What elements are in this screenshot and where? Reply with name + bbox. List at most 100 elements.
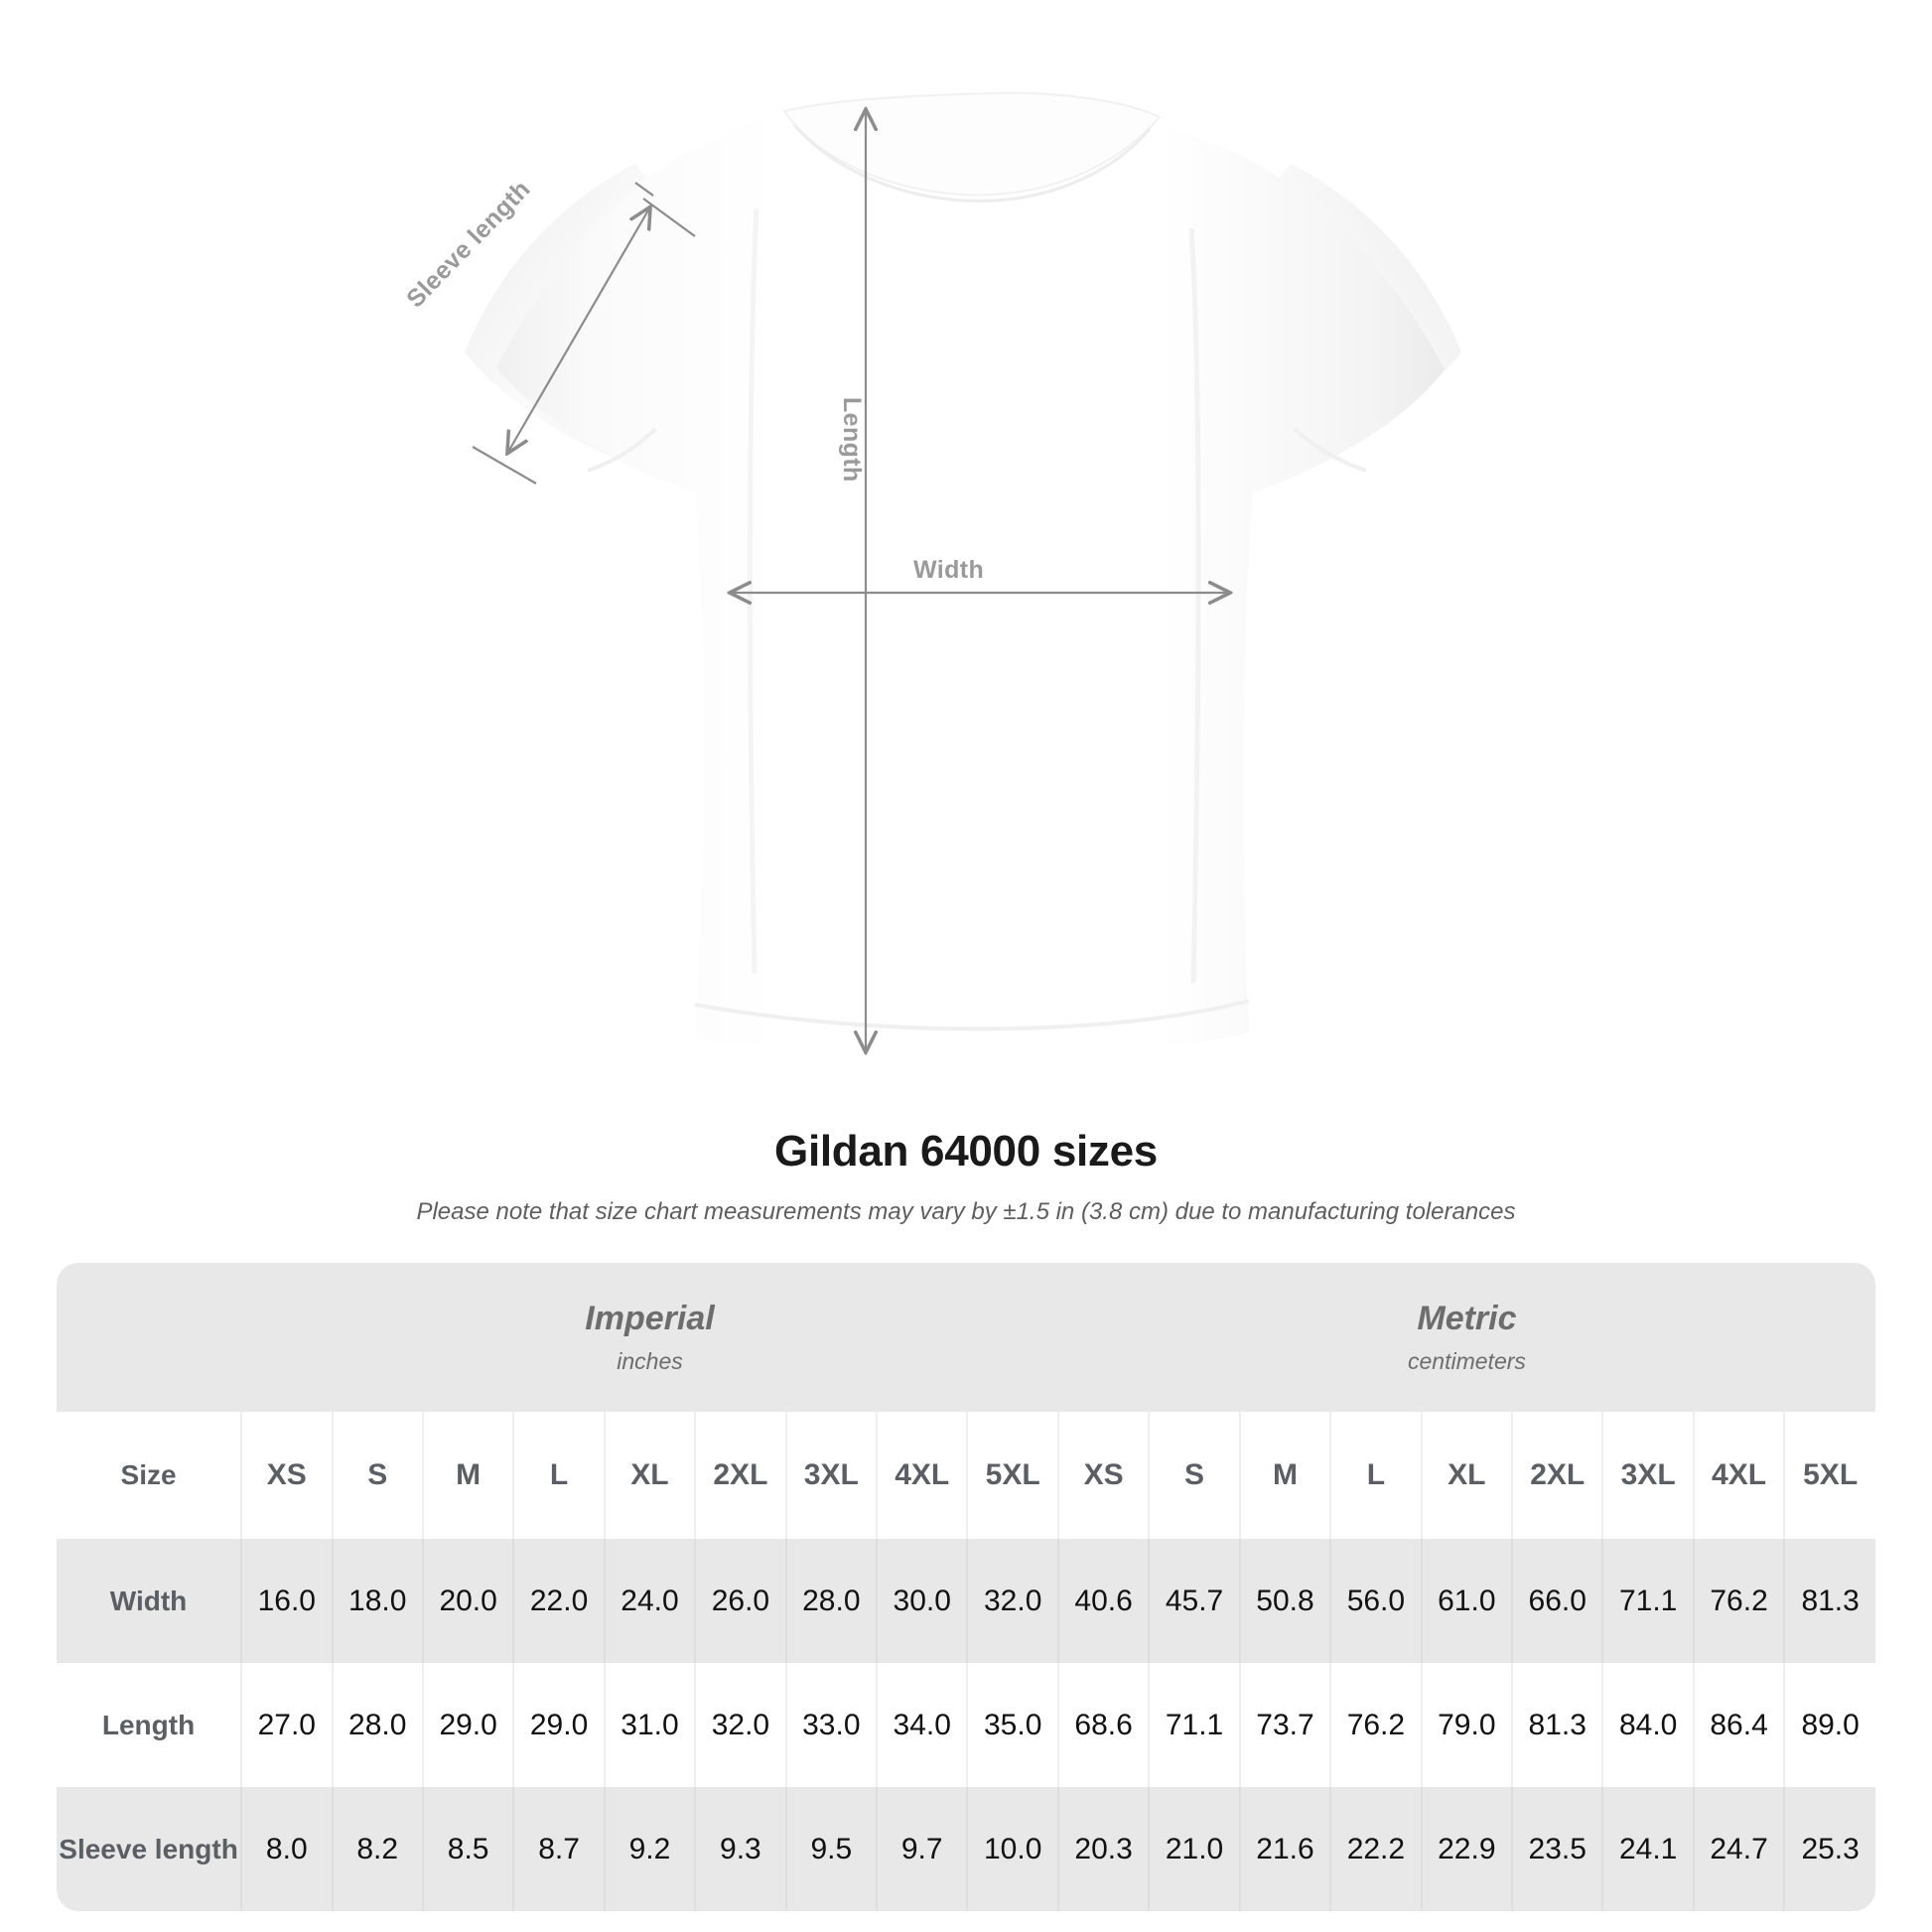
cell-value: 73.7 — [1256, 1708, 1314, 1741]
sleeve-tick-bottom — [472, 446, 537, 484]
table-cell: 24.0 — [603, 1539, 696, 1663]
table-cell: 8.0 — [240, 1787, 333, 1911]
table-cell: 86.4 — [1692, 1663, 1785, 1787]
size-col-label: 5XL — [1803, 1458, 1859, 1491]
table-cell: 16.0 — [240, 1539, 333, 1663]
cell-value: 61.0 — [1438, 1584, 1496, 1617]
table-cell: 22.9 — [1420, 1787, 1513, 1911]
size-header-cell: Size — [57, 1412, 242, 1539]
cell-value: 86.4 — [1710, 1708, 1768, 1741]
cell-value: 24.7 — [1710, 1832, 1768, 1865]
width-label: Width — [913, 556, 985, 584]
size-header-row: Size XS S M L XL 2XL 3XL 4XL 5XL XS S M … — [57, 1412, 1875, 1539]
table-cell: 20.3 — [1056, 1787, 1150, 1911]
size-col-metric-5xl: 5XL — [1783, 1412, 1875, 1539]
size-col-label: M — [1272, 1458, 1298, 1491]
table-cell: 23.5 — [1511, 1787, 1603, 1911]
row-label: Width — [109, 1585, 188, 1616]
row-label: Length — [101, 1709, 196, 1740]
table-cell: 79.0 — [1420, 1663, 1513, 1787]
cell-value: 18.0 — [348, 1584, 407, 1617]
tshirt-illustration: Sleeve length Length Width — [401, 91, 1461, 1060]
table-cell: 27.0 — [240, 1663, 333, 1787]
size-col-label: 4XL — [1712, 1458, 1767, 1491]
table-cell: 71.1 — [1601, 1539, 1694, 1663]
size-col-label: XS — [266, 1458, 307, 1491]
table-cell: 76.2 — [1692, 1539, 1785, 1663]
row-header-sleeve-length: Sleeve length — [57, 1787, 242, 1911]
table-cell: 25.3 — [1783, 1787, 1875, 1911]
cell-value: 28.0 — [802, 1584, 861, 1617]
table-cell: 32.0 — [966, 1539, 1058, 1663]
table-cell: 29.0 — [421, 1663, 514, 1787]
table-cell: 22.0 — [512, 1539, 605, 1663]
cell-value: 9.3 — [720, 1832, 761, 1865]
table-cell: 8.7 — [512, 1787, 605, 1911]
table-cell: 10.0 — [966, 1787, 1058, 1911]
cell-value: 33.0 — [802, 1708, 861, 1741]
cell-value: 68.6 — [1074, 1708, 1133, 1741]
cell-value: 10.0 — [983, 1832, 1042, 1865]
size-col-imperial-xl: XL — [603, 1412, 696, 1539]
cell-value: 24.1 — [1618, 1832, 1678, 1865]
cell-value: 21.6 — [1256, 1832, 1314, 1865]
cell-value: 76.2 — [1346, 1708, 1406, 1741]
cell-value: 9.7 — [900, 1832, 943, 1865]
table-cell: 81.3 — [1511, 1663, 1603, 1787]
cell-value: 29.0 — [439, 1708, 497, 1741]
table-row: Sleeve length 8.0 8.2 8.5 8.7 9.2 9.3 9.… — [57, 1787, 1875, 1911]
size-col-label: 3XL — [803, 1458, 859, 1491]
size-col-metric-2xl: 2XL — [1511, 1412, 1603, 1539]
table-cell: 45.7 — [1148, 1539, 1240, 1663]
size-col-metric-3xl: 3XL — [1601, 1412, 1694, 1539]
cell-value: 81.3 — [1528, 1708, 1587, 1741]
size-col-label: XL — [1448, 1458, 1486, 1491]
title-block: Gildan 64000 sizes Please note that size… — [0, 1127, 1932, 1226]
cell-value: 8.7 — [538, 1832, 580, 1865]
size-col-label: XL — [630, 1458, 669, 1491]
table-cell: 9.5 — [784, 1787, 878, 1911]
table-cell: 29.0 — [512, 1663, 605, 1787]
cell-value: 56.0 — [1346, 1584, 1406, 1617]
size-col-imperial-4xl: 4XL — [876, 1412, 968, 1539]
cell-value: 50.8 — [1256, 1584, 1314, 1617]
size-col-imperial-3xl: 3XL — [784, 1412, 878, 1539]
size-col-label: S — [367, 1458, 388, 1491]
cell-value: 9.2 — [628, 1832, 671, 1865]
table-row: Width 16.0 18.0 20.0 22.0 24.0 26.0 28.0… — [57, 1539, 1875, 1663]
cell-value: 21.0 — [1165, 1832, 1224, 1865]
table-cell: 28.0 — [784, 1539, 878, 1663]
cell-value: 71.1 — [1618, 1584, 1678, 1617]
size-col-label: M — [456, 1458, 482, 1491]
table-cell: 9.7 — [876, 1787, 968, 1911]
size-col-metric-xs: XS — [1056, 1412, 1150, 1539]
cell-value: 8.2 — [356, 1832, 399, 1865]
tshirt-shape — [465, 91, 1461, 1060]
cell-value: 26.0 — [711, 1584, 770, 1617]
table-cell: 24.1 — [1601, 1787, 1694, 1911]
cell-value: 35.0 — [983, 1708, 1042, 1741]
cell-value: 76.2 — [1710, 1584, 1768, 1617]
cell-value: 71.1 — [1165, 1708, 1224, 1741]
cell-value: 22.2 — [1346, 1832, 1406, 1865]
cell-value: 79.0 — [1438, 1708, 1496, 1741]
size-col-metric-l: L — [1329, 1412, 1422, 1539]
imperial-unit: inches — [617, 1347, 683, 1374]
size-col-label: L — [549, 1458, 569, 1491]
length-label: Length — [838, 397, 866, 483]
table-cell: 56.0 — [1329, 1539, 1422, 1663]
table-row: Length 27.0 28.0 29.0 29.0 31.0 32.0 33.… — [57, 1663, 1875, 1787]
size-col-label: 3XL — [1620, 1458, 1676, 1491]
cell-value: 32.0 — [711, 1708, 770, 1741]
table-cell: 71.1 — [1148, 1663, 1240, 1787]
table-cell: 33.0 — [784, 1663, 878, 1787]
table-cell: 34.0 — [876, 1663, 968, 1787]
size-col-imperial-s: S — [331, 1412, 423, 1539]
metric-header-cell: Metric centimeters — [1057, 1263, 1875, 1412]
size-col-label: 2XL — [1530, 1458, 1586, 1491]
size-col-metric-xl: XL — [1420, 1412, 1513, 1539]
table-cell: 66.0 — [1511, 1539, 1603, 1663]
size-col-imperial-l: L — [512, 1412, 605, 1539]
table-cell: 31.0 — [603, 1663, 696, 1787]
cell-value: 8.0 — [265, 1832, 308, 1865]
